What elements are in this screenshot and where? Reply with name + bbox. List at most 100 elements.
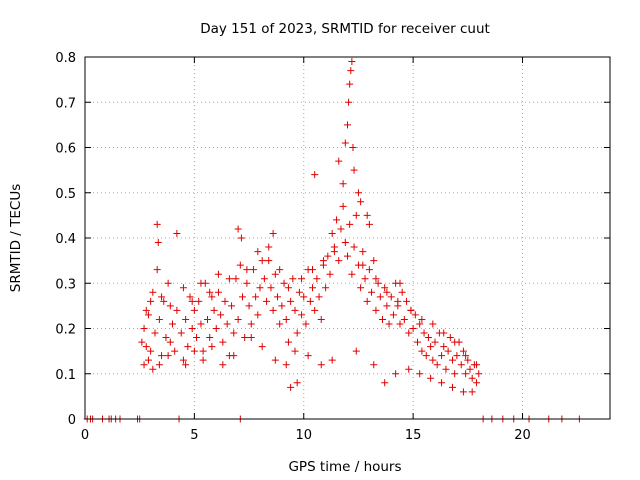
data-point	[374, 279, 382, 287]
data-point	[219, 361, 227, 369]
data-point	[392, 370, 400, 378]
data-point	[234, 315, 242, 323]
data-point	[365, 220, 373, 228]
data-point	[254, 248, 262, 256]
data-point	[280, 279, 288, 287]
data-point	[370, 257, 378, 265]
data-point	[416, 370, 424, 378]
data-point	[140, 361, 148, 369]
data-point	[212, 325, 220, 332]
x-axis-title: GPS time / hours	[288, 459, 401, 475]
data-point	[155, 361, 163, 369]
data-point	[306, 297, 314, 305]
data-point	[256, 284, 264, 292]
data-point	[396, 320, 404, 328]
data-point	[381, 284, 389, 292]
data-point	[147, 347, 155, 355]
data-point	[466, 365, 474, 373]
chart-title: Day 151 of 2023, SRMTID for receiver cuu…	[200, 21, 490, 37]
data-point	[271, 270, 279, 278]
data-point	[451, 370, 459, 378]
data-point	[144, 356, 152, 364]
data-point	[258, 257, 266, 265]
data-point	[431, 338, 439, 346]
data-point	[158, 352, 166, 360]
data-point	[462, 370, 470, 378]
data-point	[267, 284, 275, 292]
data-point	[309, 284, 316, 292]
data-point	[291, 306, 299, 314]
data-point	[182, 361, 190, 369]
data-point	[372, 275, 380, 283]
data-point	[252, 293, 260, 301]
data-point	[352, 211, 360, 219]
data-point	[197, 320, 205, 328]
data-point	[289, 275, 297, 283]
data-point	[309, 266, 316, 274]
data-point	[295, 288, 303, 296]
data-point	[357, 198, 365, 206]
data-point	[225, 275, 233, 283]
data-point	[219, 338, 227, 346]
data-point	[149, 365, 157, 373]
data-point	[350, 166, 358, 174]
y-tick-label: 0.2	[55, 323, 76, 338]
x-tick-label: 0	[81, 428, 89, 443]
data-point	[265, 243, 273, 251]
y-tick-label: 0.5	[55, 187, 76, 202]
data-point	[291, 347, 299, 355]
data-point	[383, 288, 391, 296]
data-point	[440, 329, 448, 337]
data-point	[379, 315, 386, 323]
data-point	[160, 297, 168, 305]
data-point	[400, 315, 408, 323]
data-point	[420, 329, 428, 337]
data-point	[265, 257, 273, 265]
data-point	[396, 279, 404, 287]
data-point	[429, 320, 437, 328]
y-tick-label: 0.6	[55, 142, 76, 157]
data-point	[440, 343, 448, 351]
data-point	[319, 257, 327, 265]
data-point	[416, 320, 424, 328]
data-point	[315, 293, 323, 301]
data-point	[166, 338, 174, 346]
data-point	[475, 370, 483, 378]
data-point	[236, 261, 244, 269]
data-point	[326, 270, 334, 278]
data-point	[190, 347, 198, 355]
data-point	[457, 361, 465, 369]
data-point	[147, 297, 155, 305]
data-point	[349, 144, 357, 151]
data-point	[322, 284, 330, 292]
data-point	[335, 157, 343, 165]
data-point	[162, 334, 170, 342]
data-point	[418, 315, 426, 323]
data-point	[346, 220, 354, 228]
data-point	[284, 284, 292, 292]
data-point	[352, 347, 360, 355]
data-point	[204, 315, 211, 323]
data-point	[347, 67, 355, 75]
data-point	[284, 338, 292, 346]
data-point	[330, 248, 338, 256]
data-point	[418, 347, 426, 355]
y-tick-label: 0.8	[55, 51, 76, 66]
y-tick-label: 0.3	[55, 277, 76, 292]
data-point	[149, 288, 157, 296]
data-point	[424, 334, 432, 342]
data-point	[154, 239, 162, 247]
data-point	[376, 293, 384, 301]
data-point	[468, 374, 476, 382]
data-point	[234, 225, 242, 233]
data-point	[199, 347, 207, 355]
data-point	[311, 171, 319, 179]
plot-frame	[84, 56, 611, 420]
data-point	[269, 306, 277, 314]
data-point	[333, 216, 341, 224]
data-point	[459, 347, 467, 355]
data-point	[363, 211, 371, 219]
data-point	[276, 266, 284, 274]
data-point	[195, 297, 203, 305]
data-point	[442, 365, 450, 373]
